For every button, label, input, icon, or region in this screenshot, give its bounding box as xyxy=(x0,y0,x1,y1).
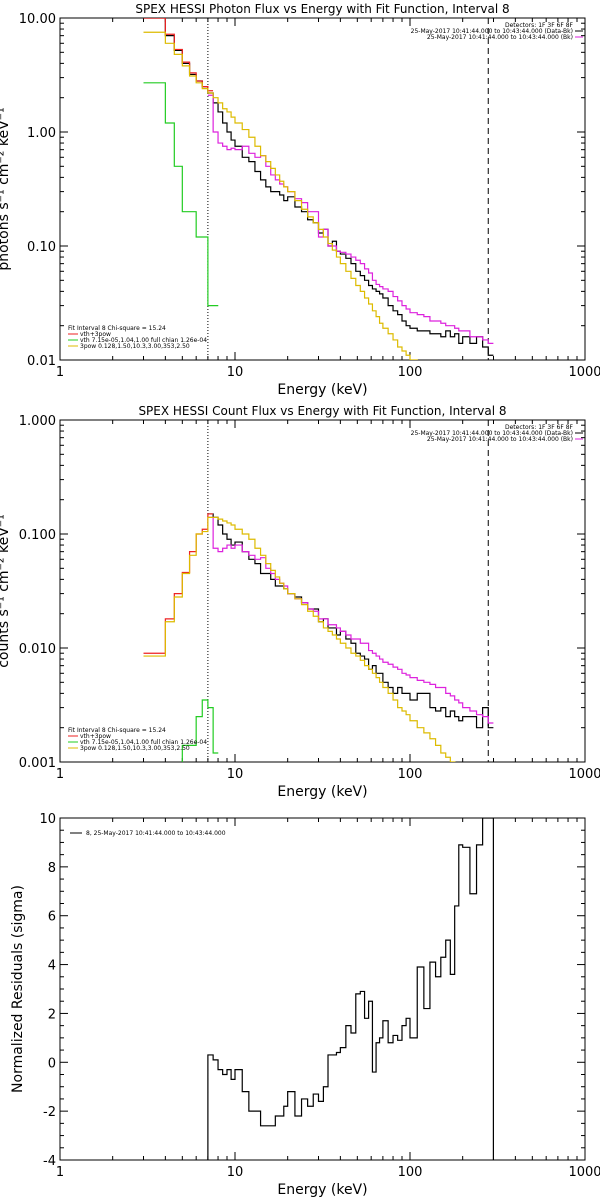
legend-bottom-text: Fit Interval 8 Chi-square = 15.24 xyxy=(68,727,166,734)
x-tick-label: 1 xyxy=(56,365,64,380)
y-tick-label: 1.000 xyxy=(19,414,56,429)
series-residuals xyxy=(207,818,494,1160)
series-group xyxy=(143,513,494,762)
y-tick-label: 0 xyxy=(48,1056,56,1071)
y-tick-label: 2 xyxy=(48,1007,56,1022)
legend-top-text: 25-May-2017 10:41:44.000 to 10:43:44.000… xyxy=(411,430,573,437)
legend-bottom-text: vth+3pow xyxy=(80,733,111,740)
series-vth xyxy=(181,699,219,762)
y-axis-label: counts s⁻¹ cm⁻² keV⁻¹ xyxy=(0,514,12,668)
plot-frame xyxy=(59,817,586,1161)
y-tick-label: 1.00 xyxy=(27,126,56,141)
y-tick-label: 0.10 xyxy=(27,240,56,255)
legend-bottom-text: 3pow 0.128,1.50,10.3,3.00,353,2.50 xyxy=(80,343,190,350)
legend-top-text: Detectors: 1F 3F 6F 8F xyxy=(505,424,574,431)
x-tick-label: 1 xyxy=(56,767,64,782)
legend-top-text: Detectors: 1F 3F 6F 8F xyxy=(505,22,574,29)
y-tick-label: 0.001 xyxy=(19,756,56,771)
y-tick-label: 10.00 xyxy=(19,12,56,27)
x-tick-label: 1 xyxy=(56,1165,64,1180)
series-bk xyxy=(207,516,494,724)
series-vth xyxy=(143,82,219,307)
y-axis-label: photons s⁻¹ cm⁻² keV⁻¹ xyxy=(0,107,12,270)
x-tick-label: 1000 xyxy=(568,1165,600,1180)
legend-bottom-text: vth+3pow xyxy=(80,331,111,338)
x-axis-label: Energy (keV) xyxy=(277,382,367,398)
legend-top-text: 25-May-2017 10:41:44.000 to 10:43:44.000… xyxy=(427,436,573,443)
y-tick-label: 0.01 xyxy=(27,354,56,369)
y-tick-label: 8 xyxy=(48,861,56,876)
chart-title: SPEX HESSI Count Flux vs Energy with Fit… xyxy=(138,404,506,418)
legend-bottom-text: vth 7.15e-05,1.04,1.00 full chian 1.26e-… xyxy=(80,337,207,344)
series-data-bk xyxy=(207,513,494,729)
chart-title: SPEX HESSI Photon Flux vs Energy with Fi… xyxy=(135,2,509,16)
legend-top-text: 8, 25-May-2017 10:41:44.000 to 10:43:44.… xyxy=(86,830,226,837)
legend-bottom-text: Fit Interval 8 Chi-square = 15.24 xyxy=(68,325,166,332)
plot-frame xyxy=(59,17,586,361)
series-group xyxy=(207,818,494,1160)
series-3pow xyxy=(143,31,418,360)
series-vth-3pow xyxy=(143,513,214,654)
series-data-bk xyxy=(143,18,494,356)
y-tick-label: 0.010 xyxy=(19,642,56,657)
x-tick-label: 100 xyxy=(398,767,423,782)
x-axis-label: Energy (keV) xyxy=(277,784,367,800)
x-tick-label: 1000 xyxy=(568,767,600,782)
x-axis-label: Energy (keV) xyxy=(277,1182,367,1198)
panel-3 xyxy=(59,817,586,1161)
x-tick-label: 100 xyxy=(398,1165,423,1180)
x-tick-label: 100 xyxy=(398,365,423,380)
x-tick-label: 10 xyxy=(227,365,244,380)
panel-2 xyxy=(59,419,586,763)
y-tick-label: -4 xyxy=(43,1154,56,1169)
series-bk xyxy=(207,94,494,344)
series-group xyxy=(143,18,494,360)
series-vth-3pow xyxy=(143,18,214,92)
x-tick-label: 1000 xyxy=(568,365,600,380)
legend-top-text: 25-May-2017 10:41:44.000 to 10:43:44.000… xyxy=(411,28,573,35)
x-tick-label: 10 xyxy=(227,1165,244,1180)
y-tick-label: -2 xyxy=(43,1105,56,1120)
y-tick-label: 10 xyxy=(39,812,56,827)
legend-bottom-text: 3pow 0.128,1.50,10.3,3.00,353,2.50 xyxy=(80,745,190,752)
legend-bottom-text: vth 7.15e-05,1.04,1.00 full chian 1.26e-… xyxy=(80,739,207,746)
y-tick-label: 0.100 xyxy=(19,528,56,543)
y-axis-label: Normalized Residuals (sigma) xyxy=(10,885,26,1093)
x-tick-label: 10 xyxy=(227,767,244,782)
legend-top-text: 25-May-2017 10:41:44.000 to 10:43:44.000… xyxy=(427,34,573,41)
plot-frame xyxy=(59,419,586,763)
panel-1 xyxy=(59,17,586,361)
y-tick-label: 6 xyxy=(48,910,56,925)
y-tick-label: 4 xyxy=(48,959,56,974)
series-3pow xyxy=(143,516,456,762)
